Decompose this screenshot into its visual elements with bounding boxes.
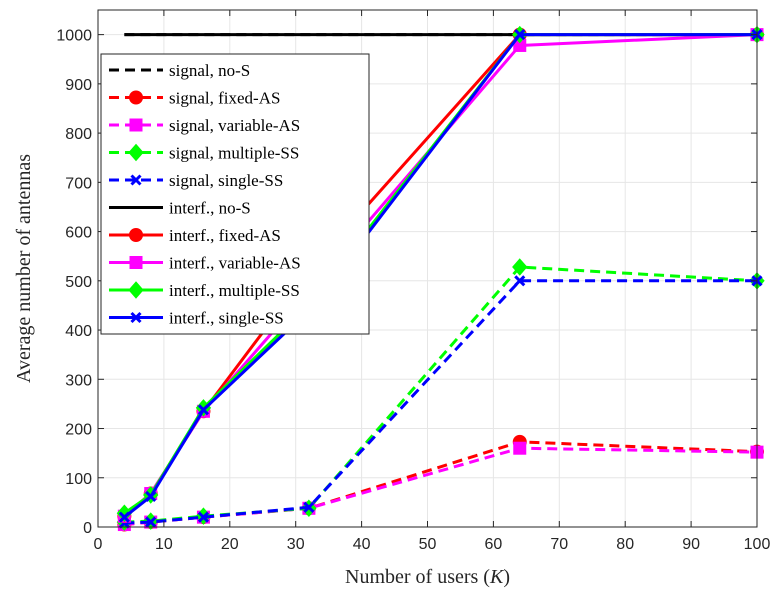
legend-label: interf., no-S xyxy=(169,199,251,218)
x-tick-label: 80 xyxy=(616,536,634,553)
legend-entry: interf., single-SS xyxy=(109,309,284,328)
x-tick-label: 40 xyxy=(353,536,371,553)
data-point xyxy=(145,516,157,528)
legend-marker xyxy=(130,174,142,186)
x-tick-label: 20 xyxy=(221,536,239,553)
series-line xyxy=(124,279,757,525)
x-tick-label: 0 xyxy=(94,536,103,553)
legend-marker xyxy=(129,228,143,242)
legend: signal, no-S signal, fixed-AS signal, vari… xyxy=(100,53,370,335)
y-tick-label: 300 xyxy=(65,372,92,389)
y-tick-label: 700 xyxy=(65,175,92,192)
y-tick-label: 900 xyxy=(65,77,92,94)
legend-entry: signal, fixed-AS xyxy=(109,89,280,108)
legend-marker xyxy=(130,311,142,324)
series-4 xyxy=(118,275,763,529)
legend-entry: interf., no-S xyxy=(109,199,251,218)
y-tick-labels: 0 100 200 300 400 500 600 700 800 900 1000 xyxy=(56,28,92,537)
legend-label: signal, single-SS xyxy=(169,171,283,190)
y-tick-label: 400 xyxy=(65,323,92,340)
x-tick-label: 100 xyxy=(744,536,771,553)
data-point xyxy=(197,404,210,416)
legend-marker xyxy=(129,118,143,132)
data-point xyxy=(512,258,528,276)
data-point xyxy=(303,501,315,513)
x-tick-label: 70 xyxy=(550,536,568,553)
x-axis-title-prefix: Number of users ( xyxy=(345,566,490,588)
data-point xyxy=(514,29,526,41)
x-tick-label: 90 xyxy=(682,536,700,553)
data-point xyxy=(118,511,130,523)
y-tick-label: 500 xyxy=(65,274,92,291)
y-tick-label: 200 xyxy=(65,422,92,439)
data-point xyxy=(513,441,527,455)
x-tick-label: 10 xyxy=(155,536,173,553)
legend-items: signal, no-S signal, fixed-AS signal, vari… xyxy=(109,61,301,328)
legend-box xyxy=(100,53,370,335)
legend-marker xyxy=(128,143,144,162)
data-point xyxy=(197,511,210,523)
legend-label: signal, multiple-SS xyxy=(169,144,299,163)
y-tick-label: 600 xyxy=(65,225,92,242)
legend-label: interf., variable-AS xyxy=(169,254,301,273)
legend-entry: signal, no-S xyxy=(109,61,250,80)
y-tick-label: 0 xyxy=(83,520,92,537)
legend-entry: signal, variable-AS xyxy=(109,116,300,135)
y-tick-label: 800 xyxy=(65,126,92,143)
legend-entry: signal, single-SS xyxy=(109,171,283,190)
x-tick-labels: 0 10 20 30 40 50 60 70 80 90 100 xyxy=(94,536,771,553)
y-axis-title: Average number of antennas xyxy=(13,154,35,383)
y-tick-label: 1000 xyxy=(56,28,92,45)
legend-label: signal, variable-AS xyxy=(169,116,300,135)
legend-label: interf., fixed-AS xyxy=(169,226,281,245)
x-axis-title-suffix: ) xyxy=(503,566,510,588)
legend-marker xyxy=(129,90,143,105)
x-tick-label: 50 xyxy=(419,536,437,553)
data-point xyxy=(514,275,526,287)
legend-entry: interf., fixed-AS xyxy=(109,226,281,245)
legend-label: interf., multiple-SS xyxy=(169,281,300,300)
data-point xyxy=(116,504,133,522)
legend-label: signal, no-S xyxy=(169,61,250,80)
legend-entry: interf., variable-AS xyxy=(109,254,301,273)
data-point xyxy=(145,490,157,503)
legend-entry: interf., multiple-SS xyxy=(109,281,300,300)
x-tick-label: 30 xyxy=(287,536,305,553)
x-axis-title: Number of users (K) xyxy=(345,566,510,588)
x-axis-title-variable: K xyxy=(489,566,505,588)
y-tick-label: 100 xyxy=(65,471,92,488)
legend-label: interf., single-SS xyxy=(169,309,284,328)
legend-marker xyxy=(129,256,143,269)
x-tick-label: 60 xyxy=(485,536,503,553)
legend-entry: signal, multiple-SS xyxy=(109,144,299,163)
legend-marker xyxy=(128,281,144,299)
legend-label: signal, fixed-AS xyxy=(169,89,280,108)
